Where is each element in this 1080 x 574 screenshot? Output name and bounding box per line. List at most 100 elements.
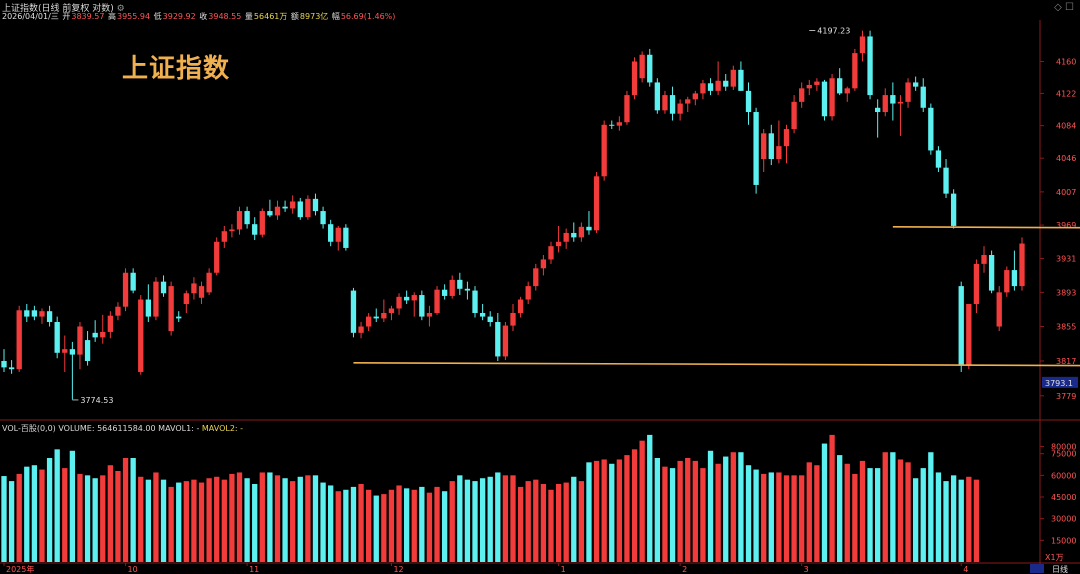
annotation-label: 3774.53 — [80, 396, 113, 405]
volume-bar — [198, 482, 205, 562]
header-title-row: 上证指数(日线 前复权 对数) ⚙ — [2, 1, 125, 14]
volume-bar — [267, 472, 273, 562]
volume-bar — [335, 491, 341, 562]
candle — [761, 129, 767, 172]
volume-bar — [928, 452, 934, 562]
volume-bar — [677, 460, 683, 562]
volume-bar — [776, 472, 782, 562]
candle — [799, 82, 805, 108]
candle-body — [1004, 270, 1010, 293]
volume-bar — [525, 481, 531, 562]
high-label: 高 — [108, 12, 116, 21]
period-label: 日线 — [1052, 564, 1068, 574]
candle — [290, 195, 296, 214]
candle — [244, 206, 250, 229]
volume-bar — [77, 473, 83, 562]
support-lines — [353, 226, 1080, 367]
price-flag-box — [1042, 376, 1078, 388]
volume-bar — [381, 494, 387, 562]
candle — [540, 255, 547, 276]
volume-bar — [495, 472, 501, 562]
candle — [510, 304, 516, 332]
volume-bar — [837, 455, 843, 562]
candle — [145, 284, 152, 322]
volume-bar — [753, 469, 759, 562]
candle — [487, 311, 493, 327]
volume-bar — [852, 473, 858, 562]
candle — [571, 222, 577, 242]
candle — [138, 295, 144, 375]
settings-icon[interactable]: ⚙ — [116, 4, 125, 14]
volume-bar — [609, 463, 615, 562]
volume-bar — [358, 484, 364, 562]
candle-body — [692, 93, 698, 100]
candle-body — [320, 211, 326, 225]
candle — [867, 30, 873, 100]
candle-body — [312, 198, 319, 212]
candle-body — [479, 312, 486, 317]
candle-body — [229, 229, 235, 232]
candle-body — [8, 367, 15, 370]
volume-bar — [388, 489, 395, 562]
price-tick-label: 3969 — [1056, 221, 1076, 230]
close-icon[interactable]: ☐ — [1065, 2, 1074, 13]
candle — [548, 241, 554, 264]
candle — [1011, 250, 1018, 291]
candle-body — [221, 231, 227, 242]
volume-bar — [631, 449, 638, 562]
volume-bar — [396, 485, 402, 562]
candle — [39, 308, 45, 324]
candle — [707, 78, 714, 96]
candle — [176, 311, 182, 322]
candle — [464, 281, 471, 300]
candle-body — [616, 122, 623, 126]
candle-body — [434, 289, 440, 313]
date-label: 2 — [682, 565, 687, 574]
candle-body — [388, 308, 395, 313]
volume-bar — [973, 479, 980, 562]
candle-body — [396, 296, 402, 309]
volume-bar — [236, 472, 243, 562]
volume-bar — [160, 479, 167, 562]
volume-bar — [692, 460, 698, 562]
volume-header: VOL-百股(0,0) VOLUME: 564611584.00 MAVOL1:… — [2, 423, 243, 434]
volume-bar — [563, 482, 569, 562]
volume-bar — [282, 478, 288, 562]
candle — [639, 51, 645, 83]
price-tick-label: 4007 — [1056, 188, 1076, 197]
candle — [46, 305, 53, 327]
candle — [419, 290, 425, 321]
volume-bar — [791, 475, 797, 562]
candle — [988, 250, 995, 294]
candle — [320, 206, 326, 229]
candle — [609, 120, 615, 130]
date-label: 4 — [963, 565, 968, 574]
candle — [723, 74, 729, 91]
candle-body — [31, 310, 38, 317]
close-value: 3948.55 — [208, 12, 242, 21]
volume-bar — [320, 482, 326, 562]
candle — [912, 76, 919, 91]
volume-bar — [403, 488, 410, 562]
volume-tick-label: 80000 — [1051, 442, 1076, 451]
candle-body — [244, 211, 250, 225]
volume-bar — [555, 484, 562, 562]
diamond-icon[interactable]: ◇ — [1054, 2, 1062, 13]
candle-body — [973, 263, 980, 305]
candle — [457, 272, 463, 296]
candle — [396, 293, 402, 315]
candle-body — [783, 129, 790, 147]
volume-indicator-name[interactable]: VOL-百股(0,0) — [2, 424, 56, 433]
candle — [700, 79, 706, 100]
candle-body — [882, 95, 888, 113]
date-label: 11 — [249, 565, 259, 574]
candle-body — [837, 78, 843, 94]
volume-bar — [950, 475, 957, 562]
price-tick-label: 4160 — [1056, 57, 1076, 66]
candle-body — [198, 286, 205, 298]
volume-bar — [502, 475, 509, 562]
volume-bar — [54, 449, 60, 562]
candle-body — [487, 316, 493, 322]
candle — [525, 281, 531, 305]
